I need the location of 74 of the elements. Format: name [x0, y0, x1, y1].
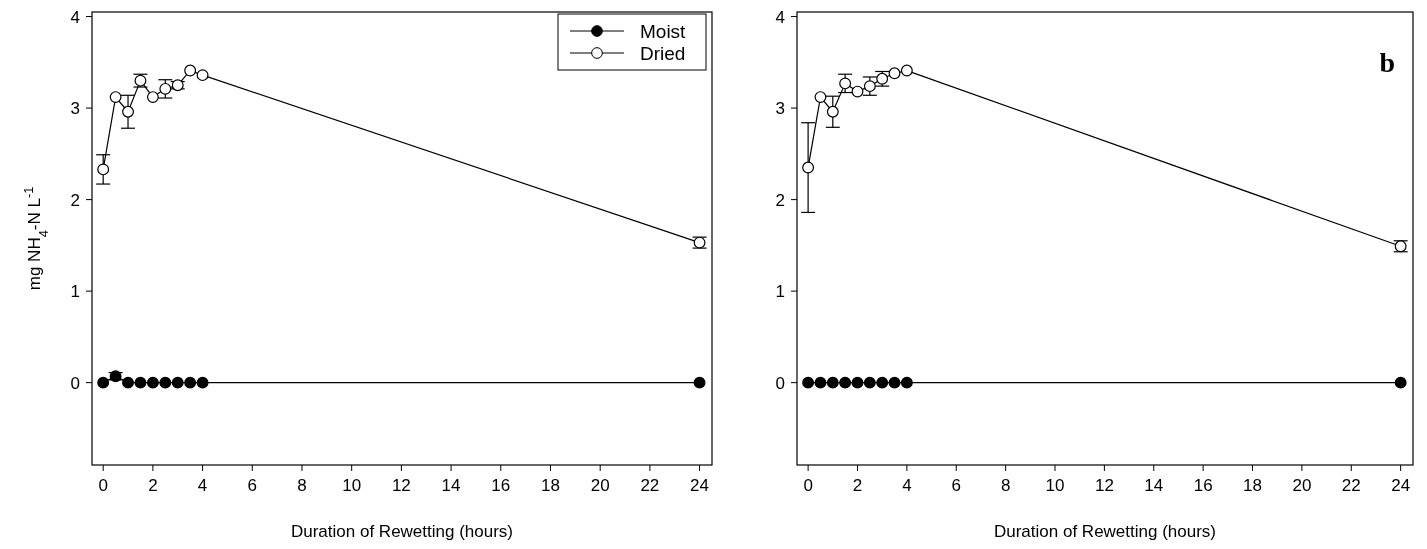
x-tick-label: 24: [690, 476, 710, 495]
y-tick-label: 4: [775, 7, 785, 27]
point: [134, 376, 147, 389]
point: [693, 376, 706, 389]
point: [863, 376, 876, 389]
point: [802, 376, 815, 389]
point: [97, 376, 110, 389]
x-tick-label: 8: [297, 476, 307, 495]
point: [122, 105, 134, 118]
x-tick-label: 22: [640, 476, 660, 495]
point: [900, 376, 913, 389]
x-tick-label: 18: [1243, 476, 1262, 495]
point: [826, 105, 839, 118]
point: [146, 91, 159, 104]
point: [826, 376, 839, 389]
x-tick-label: 6: [951, 476, 961, 495]
y-tick-label: 1: [775, 282, 785, 302]
point: [839, 77, 852, 90]
x-axis-title: Duration of Rewetting (hours): [290, 522, 514, 541]
x-tick-label: 0: [803, 476, 813, 495]
point: [196, 376, 209, 389]
y-tick-label: 3: [775, 99, 785, 119]
point: [851, 376, 864, 389]
x-tick-label: 18: [541, 476, 560, 495]
x-tick-label: 14: [1144, 476, 1164, 495]
y-tick-label: 2: [775, 190, 785, 210]
x-tick-label: 20: [590, 476, 610, 495]
point: [146, 376, 159, 389]
annotation: b: [1379, 47, 1395, 78]
x-tick-label: 20: [1292, 476, 1312, 495]
x-tick-label: 12: [391, 476, 411, 495]
x-tick-label: 16: [491, 476, 511, 495]
point: [814, 91, 827, 104]
point: [851, 85, 864, 98]
x-tick-label: 22: [1341, 476, 1361, 495]
legend-label: Moist: [640, 20, 687, 42]
x-tick-label: 2: [148, 476, 158, 495]
point: [802, 161, 815, 174]
point: [159, 376, 172, 389]
point: [1394, 376, 1407, 389]
x-axis-title: Duration of Rewetting (hours): [993, 522, 1217, 541]
point: [122, 376, 134, 389]
x-tick-label: 4: [902, 476, 912, 495]
x-tick-label: 14: [441, 476, 461, 495]
x-tick-label: 16: [1193, 476, 1213, 495]
x-tick-label: 12: [1094, 476, 1114, 495]
point: [863, 80, 876, 93]
point: [184, 376, 197, 389]
y-tick-label: 0: [775, 373, 785, 393]
point: [109, 91, 122, 104]
y-tick-label: 2: [70, 190, 80, 210]
point: [97, 163, 110, 176]
point: [196, 69, 209, 82]
point: [184, 64, 197, 77]
x-tick-label: 8: [1000, 476, 1011, 495]
point: [839, 376, 852, 389]
y-tick-label: 0: [70, 373, 80, 393]
point: [900, 64, 913, 77]
x-tick-label: 2: [852, 476, 863, 495]
y-tick-label: 4: [70, 7, 80, 27]
x-tick-label: 24: [1391, 476, 1411, 495]
y-tick-label: 3: [70, 99, 80, 119]
legend-label: Dried: [640, 42, 686, 64]
x-tick-label: 10: [342, 476, 362, 495]
x-tick-label: 0: [98, 476, 108, 495]
point: [876, 376, 889, 389]
x-tick-label: 10: [1045, 476, 1065, 495]
y-tick-label: 1: [70, 282, 80, 302]
point: [171, 376, 184, 389]
point: [814, 376, 827, 389]
x-tick-label: 6: [247, 476, 258, 495]
x-tick-label: 4: [197, 476, 208, 495]
point: [888, 67, 901, 80]
point: [888, 376, 901, 389]
